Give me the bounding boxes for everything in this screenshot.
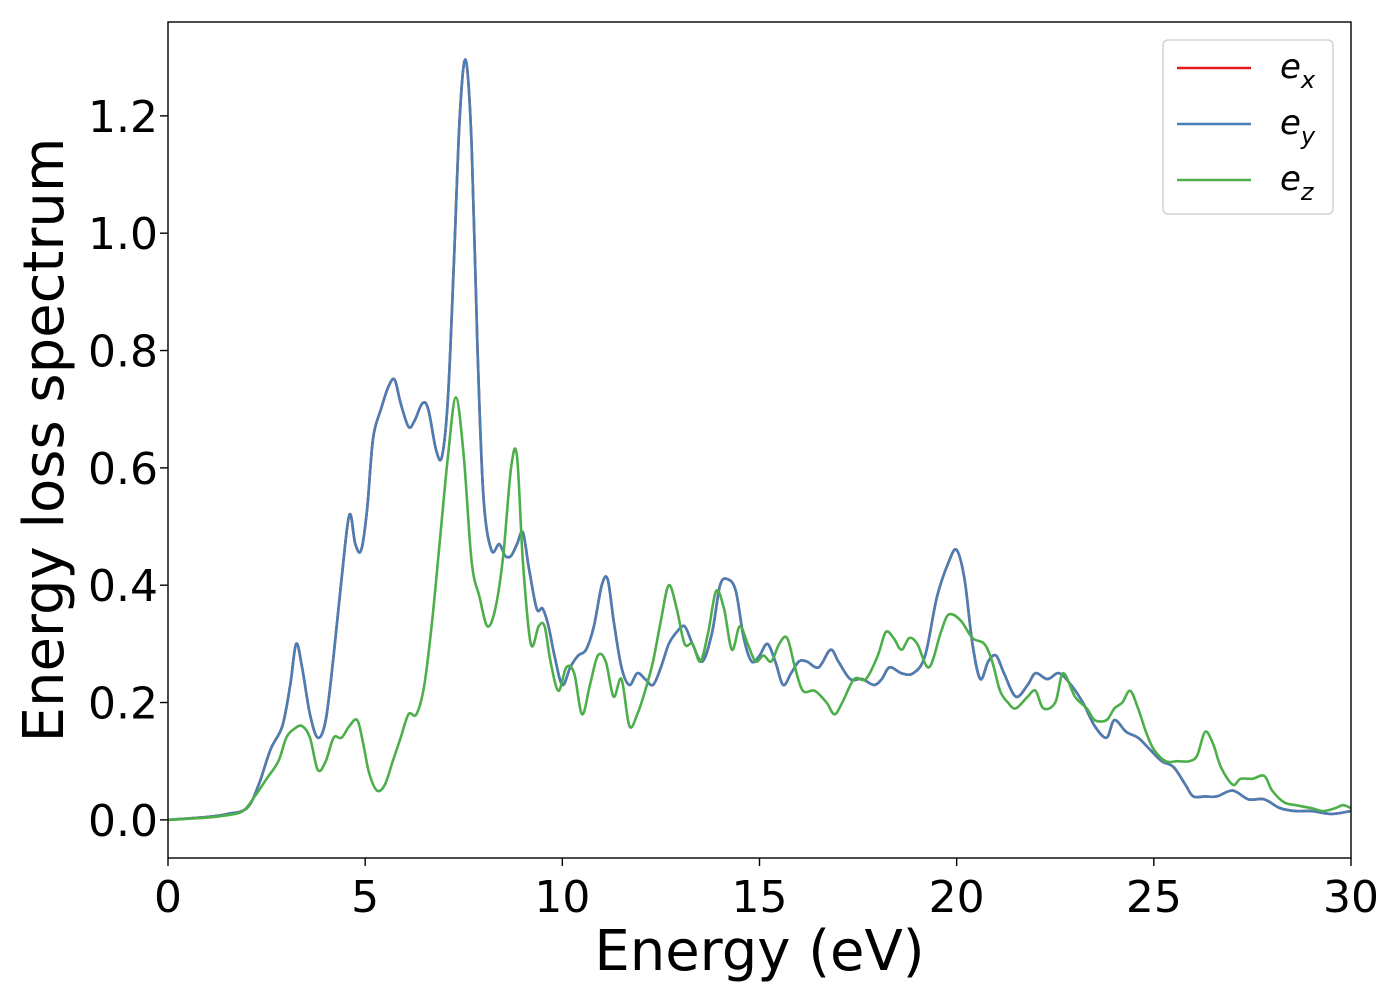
legend-label-x: ex: [1280, 47, 1316, 94]
y-tick-label: 1.2: [88, 92, 158, 143]
legend-label-subscript: x: [1300, 66, 1316, 94]
series-line-y: [168, 58, 1351, 822]
x-axis-label: Energy (eV): [594, 919, 924, 984]
legend-label-base: e: [1280, 159, 1301, 199]
x-tick-label: 25: [1126, 872, 1182, 923]
legend-label-base: e: [1280, 47, 1301, 87]
legend-label-y: ey: [1280, 103, 1316, 150]
y-tick-label: 0.4: [88, 561, 158, 612]
x-axis: 0 5 10 15 20 25 30: [154, 858, 1379, 923]
y-axis: 0.0 0.2 0.4 0.6 0.8 1.0 1.2: [88, 92, 168, 847]
x-tick-label: 15: [732, 872, 788, 923]
y-tick-label: 0.8: [88, 327, 158, 378]
y-tick-label: 0.0: [88, 796, 158, 847]
x-tick-label: 5: [351, 872, 379, 923]
plot-background: [168, 22, 1351, 858]
legend-label-z: ez: [1280, 159, 1315, 206]
x-tick-label: 0: [154, 872, 182, 923]
legend-box: [1162, 39, 1334, 215]
y-tick-label: 0.6: [88, 444, 158, 495]
legend-label-subscript: y: [1300, 122, 1316, 150]
legend-label-subscript: z: [1300, 178, 1315, 206]
x-tick-label: 20: [929, 872, 985, 923]
y-axis-label: Energy loss spectrum: [12, 138, 77, 743]
x-tick-label: 10: [534, 872, 590, 923]
series-line-z: [168, 396, 1351, 822]
x-tick-label: 30: [1323, 872, 1379, 923]
y-tick-label: 0.2: [88, 679, 158, 730]
series-layer: [168, 58, 1351, 822]
y-tick-label: 1.0: [88, 209, 158, 260]
legend-label-base: e: [1280, 103, 1301, 143]
